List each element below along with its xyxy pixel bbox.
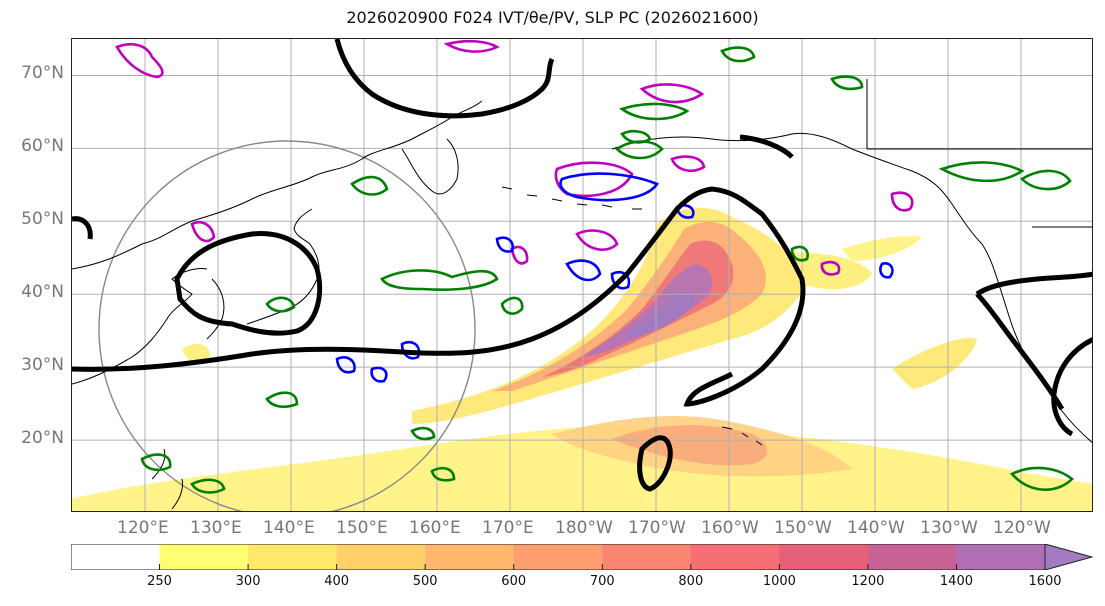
longitude-label: 120°W (993, 518, 1051, 538)
colorbar-tick-label: 1600 (1028, 574, 1062, 589)
colorbar-tick-label: 300 (235, 574, 261, 589)
latitude-label: 30°N (21, 355, 64, 376)
coast-philippines (151, 448, 183, 510)
slp-alaska-arc (739, 134, 794, 159)
longitude-label: 130°E (190, 518, 242, 538)
border-canada (866, 79, 1092, 228)
slp-east-low (975, 292, 1065, 411)
colorbar-segment (248, 544, 338, 570)
slp-main-jet (72, 186, 806, 407)
colorbar-tick-label: 500 (412, 574, 438, 589)
colorbar-segment (159, 544, 249, 570)
latitude-label: 40°N (21, 282, 64, 303)
longitude-label: 170°W (628, 518, 686, 538)
colorbar-extend-arrow (1044, 543, 1094, 571)
colorbar-tick-label: 600 (501, 574, 527, 589)
longitude-label: 120°E (117, 518, 169, 538)
map-canvas (72, 39, 1092, 511)
ivt-patch-east2 (892, 338, 977, 389)
ivt-patch-ne (842, 236, 922, 261)
longitude-label: 160°W (701, 518, 759, 538)
colorbar-segment (71, 544, 161, 570)
colorbar-tick-label: 1000 (762, 574, 796, 589)
colorbar-segment (336, 544, 426, 570)
colorbar-tick-label: 250 (147, 574, 172, 589)
coast-kamchatka (401, 138, 459, 195)
colorbar-tick-label: 1200 (851, 574, 885, 589)
ivt-ar-core (582, 264, 713, 357)
longitude-label: 160°E (409, 518, 461, 538)
colorbar-segment (690, 544, 780, 570)
graticule (72, 39, 1092, 511)
slp-contours (72, 39, 1092, 492)
longitude-label: 130°W (920, 518, 978, 538)
coast-korea (206, 278, 225, 340)
colorbar-segment (956, 544, 1046, 570)
ivt-band-tropical-inner (612, 424, 767, 466)
colorbar-segment (867, 544, 957, 570)
longitude-label: 150°W (774, 518, 832, 538)
ivt-shading (72, 207, 1092, 511)
latitude-label: 50°N (21, 209, 64, 230)
slp-left-stub (72, 216, 93, 240)
colorbar-tick-label: 800 (678, 574, 704, 589)
colorbar-svg (70, 543, 1094, 571)
slp-kamchatka (334, 39, 555, 119)
longitude-label: 140°W (847, 518, 905, 538)
ivt-ar-max (620, 291, 696, 339)
colorbar (70, 543, 1094, 571)
coast-aleutians (501, 186, 642, 210)
colorbar-segment (513, 544, 603, 570)
latitude-label: 20°N (21, 428, 64, 449)
longitude-label: 180°W (555, 518, 613, 538)
latitude-label: 70°N (21, 63, 64, 84)
ivt-ar-outer (412, 207, 812, 424)
colorbar-tick-label: 1400 (939, 574, 973, 589)
colorbar-segment (425, 544, 515, 570)
slp-right-edge (1051, 337, 1092, 437)
longitude-label: 150°E (336, 518, 388, 538)
theta-e-contours (140, 46, 1074, 494)
slp-east (975, 271, 1092, 297)
longitude-label: 140°E (263, 518, 315, 538)
coast-hawaii (721, 426, 763, 446)
colorbar-tick-label: 400 (324, 574, 350, 589)
ivt-band-tropical (72, 425, 1092, 511)
coast-asia (72, 100, 483, 270)
coast-china (72, 268, 208, 385)
range-circle (98, 140, 476, 511)
map-title: 2026020900 F024 IVT/θe/PV, SLP PC (20260… (346, 8, 759, 27)
slp-japan-high (174, 231, 323, 336)
longitude-label: 170°E (482, 518, 534, 538)
pv-contours-magenta (115, 39, 914, 276)
colorbar-segment (779, 544, 869, 570)
latitude-label: 60°N (21, 136, 64, 157)
slp-tropical-loop (637, 435, 673, 492)
coast-japan (246, 208, 320, 325)
map-panel (71, 38, 1093, 512)
colorbar-segment (602, 544, 692, 570)
colorbar-tick-label: 700 (589, 574, 615, 589)
